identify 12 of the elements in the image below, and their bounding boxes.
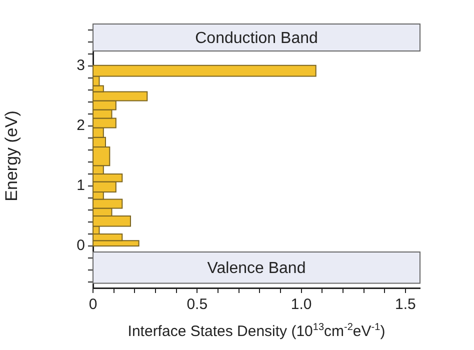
x-tick-label: 1.0: [290, 296, 312, 314]
band-label: Valence Band: [207, 260, 306, 278]
x-tick-label: 0.5: [186, 296, 208, 314]
x-tick-label: 1.5: [394, 296, 416, 314]
y-axis-title: Energy (eV): [2, 110, 21, 202]
y-tick-label: 2: [76, 117, 85, 134]
y-tick-label: 3: [76, 57, 85, 74]
x-axis-title: Interface States Density (10$^{13}$cm$^{-2}$eV$^{-1}$): [126, 322, 386, 340]
y-tick-label: 0: [76, 237, 85, 254]
x-tick-label: 0: [88, 296, 98, 314]
band-label: Conduction Band: [195, 30, 318, 47]
y-tick-label: 1: [76, 177, 85, 194]
